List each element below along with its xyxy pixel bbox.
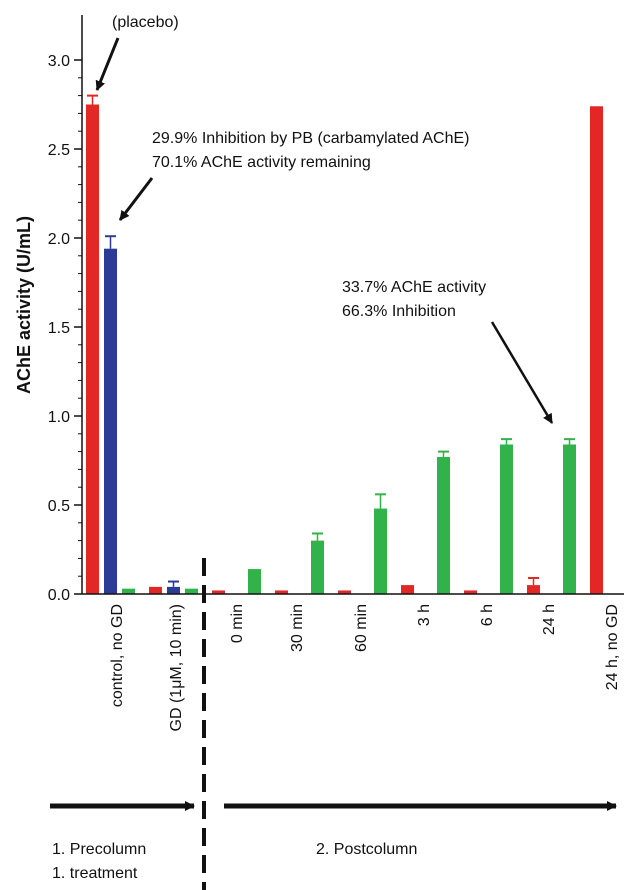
y-tick-label: 1.0: [48, 409, 70, 426]
category-label: control, no GD: [109, 604, 126, 707]
bars-layer: [86, 94, 603, 594]
category-label: 60 min: [353, 604, 370, 652]
annotation-postcolumn-line2: 66.3% Inhibition: [342, 303, 456, 320]
bar: [590, 106, 603, 594]
y-tick-label: 1.5: [48, 320, 70, 337]
y-tick-label: 0.0: [48, 587, 70, 604]
bar: [311, 540, 324, 594]
y-tick-label: 2.5: [48, 142, 70, 159]
category-label: 24 h, no GD: [604, 604, 621, 690]
bar: [527, 585, 540, 594]
annotation-placebo-arrow: [95, 37, 120, 91]
y-tick-label: 2.0: [48, 231, 70, 248]
bar: [563, 444, 576, 594]
y-tick-label: 0.5: [48, 498, 70, 515]
annotation-pb-line1: 29.9% Inhibition by PB (carbamylated ACh…: [152, 130, 470, 147]
annotation-pb-arrow: [118, 177, 154, 221]
bar: [167, 586, 180, 594]
phase-precolumn-line1: 1. Precolumn: [52, 841, 146, 858]
bar: [374, 508, 387, 594]
category-label: 6 h: [479, 604, 496, 626]
bar: [401, 585, 414, 594]
bar: [185, 588, 198, 594]
bar: [275, 590, 288, 594]
annotation-placebo: (placebo): [112, 14, 179, 31]
category-label: 30 min: [289, 604, 306, 652]
bar: [86, 104, 99, 594]
category-label: 24 h: [541, 604, 558, 635]
bar: [338, 590, 351, 594]
bar: [248, 569, 261, 594]
annotation-postcolumn-line1: 33.7% AChE activity: [342, 279, 486, 296]
bar: [104, 248, 117, 594]
y-tick-label: 3.0: [48, 53, 70, 70]
annotation-postcolumn-arrow: [490, 321, 554, 424]
category-labels: control, no GD GD (1μM, 10 min) 0 min 30 mi…: [109, 604, 621, 731]
bar: [500, 444, 513, 594]
phase-precolumn-line2: 1. treatment: [52, 865, 138, 882]
bar: [122, 588, 135, 594]
category-label: 0 min: [229, 604, 246, 643]
bar: [464, 590, 477, 594]
bar: [149, 586, 162, 594]
annotation-pb-line2: 70.1% AChE activity remaining: [152, 154, 371, 171]
bar: [437, 456, 450, 594]
phase-postcolumn: 2. Postcolumn: [316, 841, 417, 858]
bar: [212, 590, 225, 594]
y-axis-label: AChE activity (U/mL): [14, 216, 34, 394]
y-axis: 0.0 0.5 1.0 1.5 2.0 2.5 3.0: [48, 15, 624, 604]
category-label: 3 h: [416, 604, 433, 626]
category-label: GD (1μM, 10 min): [168, 604, 185, 731]
